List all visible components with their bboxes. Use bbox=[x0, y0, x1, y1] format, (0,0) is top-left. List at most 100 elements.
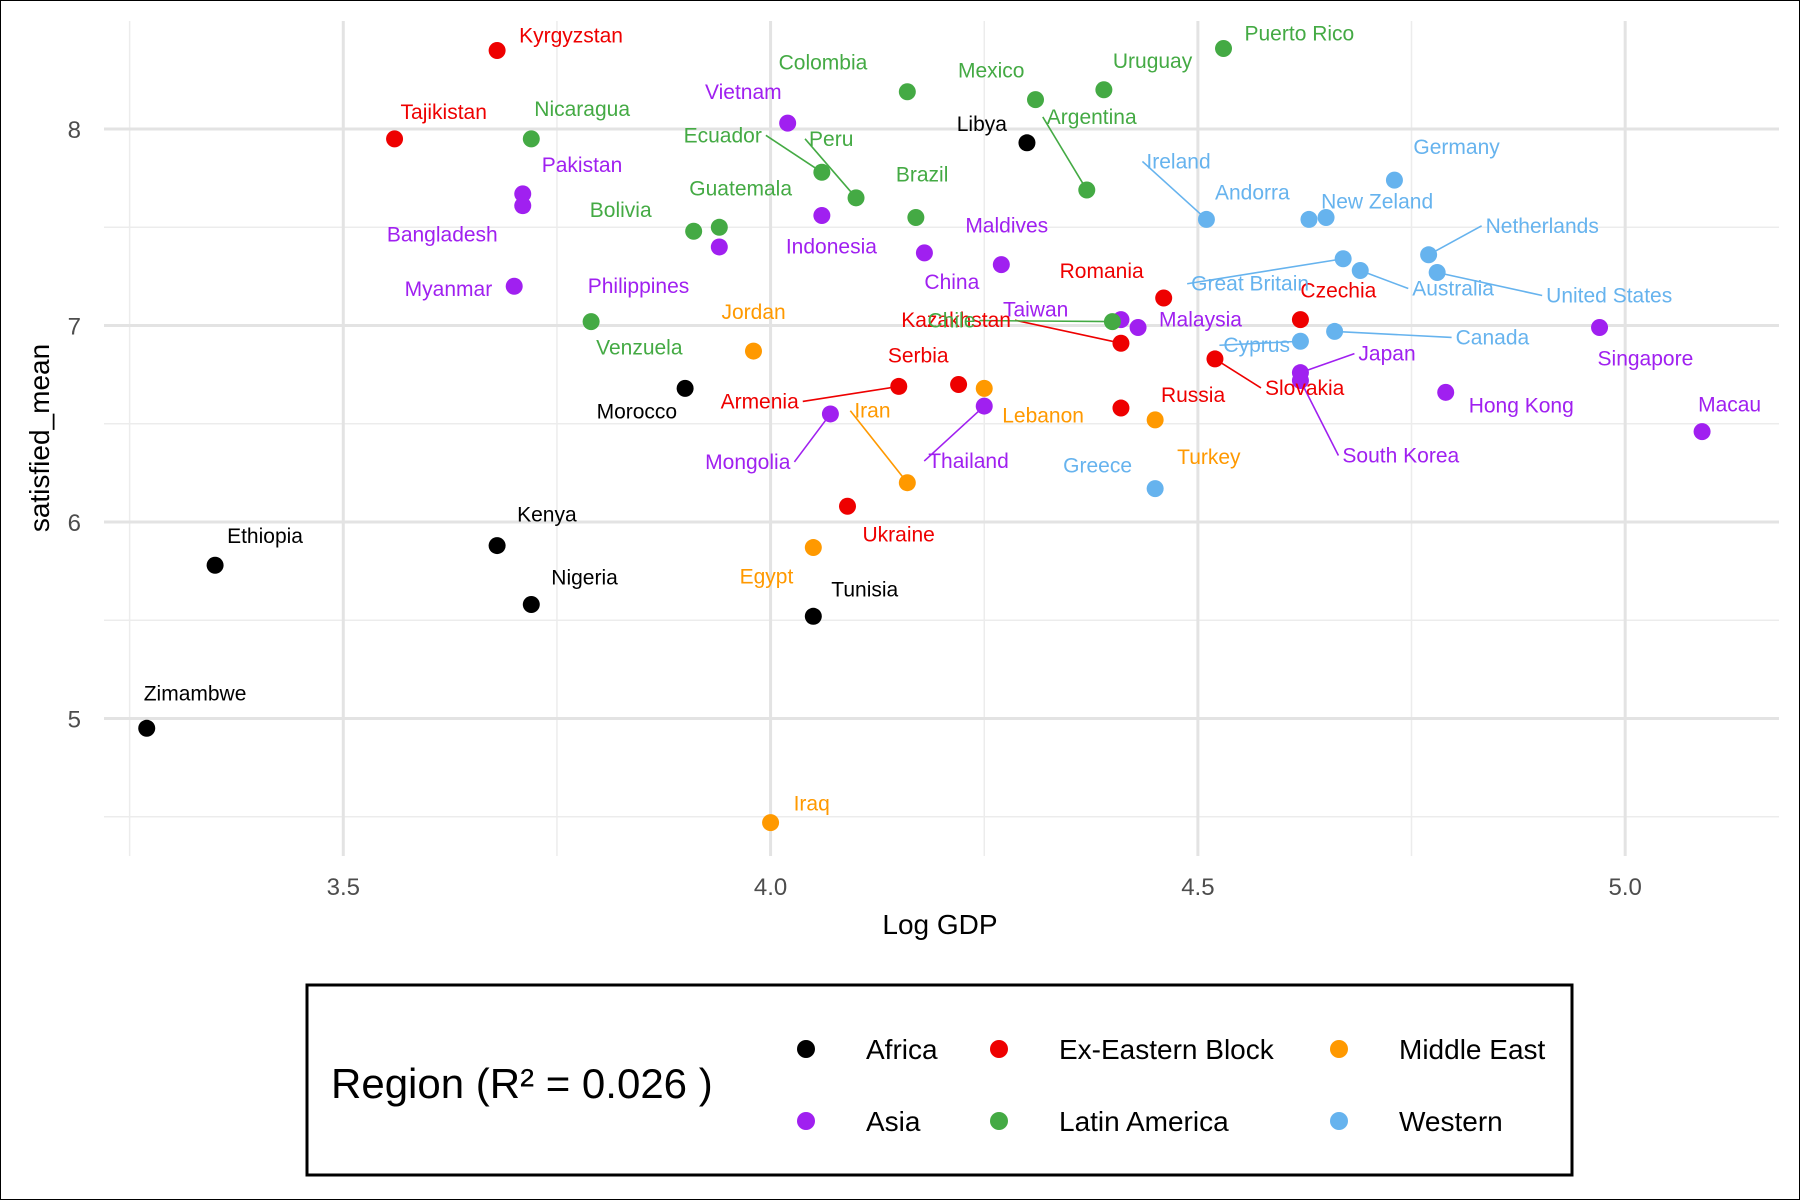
leader-line bbox=[1428, 225, 1483, 256]
data-point bbox=[1351, 262, 1369, 280]
legend-label: Africa bbox=[866, 1034, 938, 1065]
data-label: Romania bbox=[1060, 260, 1144, 283]
data-point bbox=[1206, 350, 1224, 368]
label-leader-lines bbox=[765, 116, 1543, 484]
data-point bbox=[898, 83, 916, 101]
data-label: Kazakhstan bbox=[901, 309, 1011, 332]
legend-key bbox=[1330, 1040, 1348, 1058]
data-point bbox=[1300, 210, 1318, 228]
data-point bbox=[488, 41, 506, 59]
data-label: Nicaragua bbox=[534, 98, 630, 121]
data-point bbox=[950, 375, 968, 393]
data-label: Armenia bbox=[721, 390, 800, 413]
data-point bbox=[582, 313, 600, 331]
x-tick-label: 5.0 bbox=[1608, 874, 1641, 901]
data-label: Ecuador bbox=[684, 124, 762, 147]
data-points bbox=[138, 40, 1711, 832]
data-point bbox=[907, 208, 925, 226]
data-point bbox=[813, 163, 831, 181]
data-point bbox=[1420, 246, 1438, 264]
legend: Region (R² = 0.026 ) Africa Ex-Eastern Bl… bbox=[305, 983, 1574, 1177]
data-point bbox=[1591, 318, 1609, 336]
x-axis-label: Log GDP bbox=[882, 909, 997, 940]
data-label: Greece bbox=[1063, 455, 1132, 478]
data-label: Germany bbox=[1413, 136, 1500, 159]
data-point bbox=[522, 130, 540, 148]
data-label: Philippines bbox=[588, 275, 690, 298]
data-label: Australia bbox=[1412, 278, 1494, 301]
x-tick-label: 4.5 bbox=[1181, 874, 1214, 901]
data-label: Andorra bbox=[1215, 181, 1290, 204]
data-point bbox=[1155, 289, 1173, 307]
data-label: Kyrgyzstan bbox=[519, 24, 623, 47]
leader-line bbox=[1141, 160, 1207, 221]
x-tick-label: 3.5 bbox=[327, 874, 360, 901]
data-point bbox=[1291, 332, 1309, 350]
data-label: Maldives bbox=[965, 215, 1048, 238]
data-label: Slovakia bbox=[1265, 377, 1345, 400]
data-label: Libya bbox=[957, 113, 1008, 136]
data-point bbox=[898, 474, 916, 492]
data-point bbox=[1112, 334, 1130, 352]
data-label: Ethiopia bbox=[227, 525, 303, 548]
legend-key bbox=[990, 1112, 1008, 1130]
data-label: Iraq bbox=[794, 793, 830, 816]
data-label: Hong Kong bbox=[1469, 394, 1574, 417]
data-point bbox=[1112, 399, 1130, 417]
y-axis-ticks: 5 6 7 8 bbox=[68, 117, 81, 733]
data-point bbox=[505, 277, 523, 295]
leader-line bbox=[1436, 271, 1543, 297]
legend-entries: Africa Ex-Eastern Block Middle East Asia Lat… bbox=[797, 1034, 1546, 1137]
data-label: Macau bbox=[1698, 394, 1761, 417]
data-label: Ukraine bbox=[862, 523, 934, 546]
data-point bbox=[138, 719, 156, 737]
data-label: Mexico bbox=[958, 60, 1025, 83]
y-tick-label: 5 bbox=[68, 706, 81, 733]
legend-label: Asia bbox=[866, 1106, 921, 1137]
legend-label: Latin America bbox=[1059, 1106, 1229, 1137]
legend-label: Western bbox=[1399, 1106, 1503, 1137]
data-label: Bolivia bbox=[590, 199, 652, 222]
data-label: Russia bbox=[1161, 384, 1226, 407]
leader-line bbox=[802, 385, 899, 403]
data-label: Argentina bbox=[1047, 106, 1137, 129]
legend-key bbox=[797, 1040, 815, 1058]
data-point bbox=[1103, 313, 1121, 331]
data-point bbox=[744, 342, 762, 360]
data-label: Turkey bbox=[1177, 446, 1241, 469]
data-label: Puerto Rico bbox=[1245, 23, 1355, 46]
data-label: Mongolia bbox=[705, 451, 791, 474]
data-point bbox=[522, 596, 540, 614]
data-label: Brazil bbox=[896, 163, 949, 186]
data-label: Peru bbox=[809, 128, 853, 151]
data-point bbox=[1215, 40, 1233, 58]
leader-line bbox=[793, 413, 832, 463]
data-point bbox=[838, 497, 856, 515]
data-label: Myanmar bbox=[405, 278, 493, 301]
data-label: Canada bbox=[1456, 326, 1530, 349]
y-tick-label: 7 bbox=[68, 314, 81, 341]
data-label: Uruguay bbox=[1113, 50, 1193, 73]
data-point bbox=[488, 537, 506, 555]
data-label: Thailand bbox=[928, 450, 1009, 473]
leader-line bbox=[1214, 358, 1262, 389]
data-point bbox=[762, 814, 780, 832]
leader-line bbox=[1219, 340, 1301, 347]
data-point bbox=[1027, 91, 1045, 109]
data-point bbox=[992, 256, 1010, 274]
data-point bbox=[676, 379, 694, 397]
data-point bbox=[1146, 411, 1164, 429]
data-label: South Korea bbox=[1342, 445, 1459, 468]
data-point bbox=[1129, 318, 1147, 336]
data-point bbox=[821, 405, 839, 423]
data-label: Czechia bbox=[1300, 280, 1376, 303]
leader-line bbox=[1014, 319, 1122, 344]
data-label: Bangladesh bbox=[387, 224, 498, 247]
data-point bbox=[1291, 372, 1309, 390]
data-label: New Zeland bbox=[1321, 190, 1433, 213]
data-point bbox=[1146, 480, 1164, 498]
data-label: Nigeria bbox=[551, 567, 618, 590]
data-point bbox=[804, 607, 822, 625]
y-tick-label: 8 bbox=[68, 117, 81, 144]
